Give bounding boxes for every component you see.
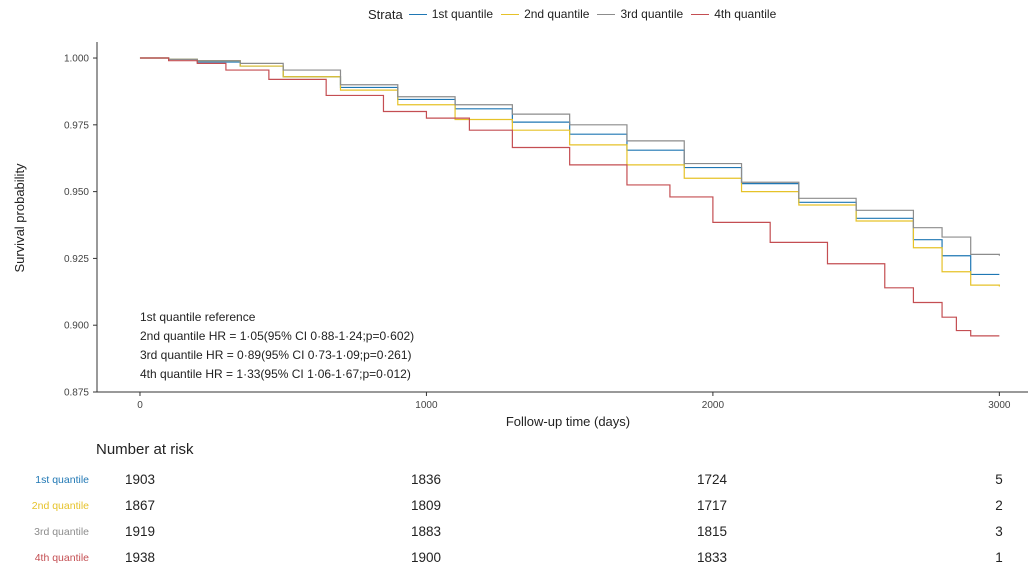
legend-title: Strata [368,6,403,22]
hr-annotation-4: 4th quantile HR = 1·33(95% CI 1·06-1·67;… [140,367,411,381]
x-tick-label: 2000 [702,400,725,411]
legend-label-3rd-quantile: 3rd quantile [620,7,684,21]
risk-cell: 1919 [124,524,156,539]
y-tick-label: 1.000 [64,54,89,65]
x-tick-label: 1000 [415,400,438,411]
x-axis-label: Follow-up time (days) [506,414,630,429]
risk-cell: 1836 [410,472,442,487]
risk-cell: 1833 [696,550,728,565]
x-tick-label: 0 [137,400,143,411]
legend-item-1st-quantile: 1st quantile [408,7,494,21]
risk-row-label: 4th quantile [34,552,89,564]
survival-chart: 0.875 0.900 0.925 0.950 0.975 1.000 0 1000 2000 3… [12,42,1028,429]
risk-cell: 1809 [410,498,442,513]
y-tick-label: 0.925 [64,254,89,265]
chart-axes: 0.875 0.900 0.925 0.950 0.975 1.000 0 1000 2000 3… [64,42,1028,411]
y-tick-label: 0.875 [64,388,89,399]
legend-label-1st-quantile: 1st quantile [431,7,494,21]
x-tick-label: 3000 [988,400,1011,411]
risk-cell: 3 [995,524,1003,539]
legend-swatch-2nd-quantile [501,13,520,15]
risk-cell: 1883 [410,524,442,539]
survival-curve-3 [139,57,1000,256]
hr-annotation-3: 3rd quantile HR = 0·89(95% CI 0·73-1·09;… [140,348,412,362]
survival-curve-4 [139,57,1000,337]
risk-row-label: 1st quantile [35,474,89,486]
risk-cell: 1903 [124,472,156,487]
risk-cell: 1938 [124,550,156,565]
legend-item-3rd-quantile: 3rd quantile [597,7,683,21]
risk-cell: 1815 [696,524,728,539]
y-tick-label: 0.950 [64,187,89,198]
y-tick-label: 0.975 [64,120,89,131]
legend-swatch-3rd-quantile [597,13,616,15]
hr-annotations: 1st quantile reference 2nd quantile HR = … [140,310,414,381]
risk-cell: 1 [995,550,1003,565]
risk-cell: 1724 [696,472,728,487]
risk-cell: 2 [995,498,1003,513]
legend: Strata 1st quantile 2nd quantile 3rd qua… [368,5,784,23]
hr-annotation-2: 2nd quantile HR = 1·05(95% CI 0·88-1·24;… [140,329,414,343]
legend-item-4th-quantile: 4th quantile [691,7,776,21]
legend-label-4th-quantile: 4th quantile [714,7,777,21]
survival-curves [139,57,1000,337]
y-tick-label: 0.900 [64,321,89,332]
y-axis-label: Survival probability [12,163,27,273]
legend-swatch-4th-quantile [691,13,710,15]
hr-annotation-1: 1st quantile reference [140,310,256,324]
legend-item-2nd-quantile: 2nd quantile [501,7,589,21]
risk-row-label: 2nd quantile [31,500,89,512]
risk-table-title: Number at risk [96,441,194,458]
risk-cell: 1900 [410,550,442,565]
risk-cell: 1867 [124,498,156,513]
risk-cell: 5 [995,472,1003,487]
survival-curve-2 [139,57,1000,287]
survival-curve-1 [139,57,1000,276]
risk-cell: 1717 [696,498,728,513]
legend-swatch-1st-quantile [408,13,427,15]
legend-label-2nd-quantile: 2nd quantile [524,7,590,21]
risk-row-label: 3rd quantile [34,526,89,538]
